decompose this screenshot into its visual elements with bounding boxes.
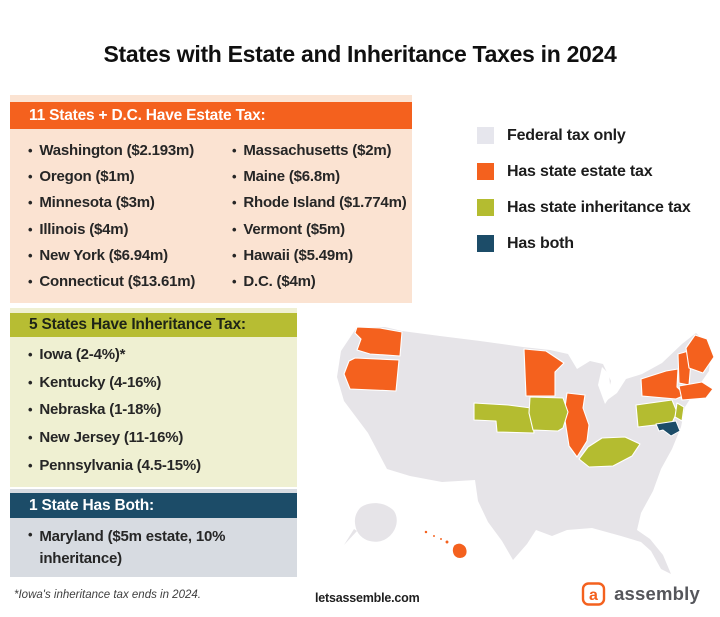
list-item: Nebraska (1-18%) xyxy=(28,396,297,424)
map-state-pennsylvania xyxy=(635,399,678,428)
map-state-hawaii xyxy=(423,529,429,535)
list-item: Maine ($6.8m) xyxy=(232,163,408,189)
brand-name: assembly xyxy=(614,583,700,604)
map-alaska-peninsula xyxy=(344,529,357,545)
website-url: letsassemble.com xyxy=(315,591,420,605)
legend-swatch-federal xyxy=(477,127,494,144)
map-state-illinois xyxy=(563,392,590,458)
legend-row: Federal tax only xyxy=(477,127,691,144)
legend-row: Has state inheritance tax xyxy=(477,199,691,216)
legend-label: Federal tax only xyxy=(507,126,626,144)
map-state-hawaii xyxy=(451,542,468,560)
list-item: Hawaii ($5.49m) xyxy=(232,242,408,268)
list-item: Minnesota ($3m) xyxy=(28,190,222,216)
footnote: *Iowa's inheritance tax ends in 2024. xyxy=(14,589,201,601)
legend-label: Has state inheritance tax xyxy=(507,198,691,216)
list-item: Massachusetts ($2m) xyxy=(232,137,408,163)
brand-logo: a assembly xyxy=(581,581,700,607)
legend-label: Has state estate tax xyxy=(507,162,653,180)
list-item: Illinois ($4m) xyxy=(28,216,222,242)
both-taxes-section: 1 State Has Both: Maryland ($5m estate, … xyxy=(10,489,297,577)
legend-label: Has both xyxy=(507,234,574,252)
list-item: Vermont ($5m) xyxy=(232,216,408,242)
list-item: Rhode Island ($1.774m) xyxy=(232,190,408,216)
list-item: Oregon ($1m) xyxy=(28,163,222,189)
assembly-logo-icon: a xyxy=(581,582,606,606)
list-item: Iowa (2-4%)* xyxy=(28,341,297,369)
map-state-maine xyxy=(685,334,715,374)
estate-tax-list: Washington ($2.193m) Oregon ($1m) Minnes… xyxy=(10,129,412,295)
list-item: Washington ($2.193m) xyxy=(28,137,222,163)
estate-tax-section: 11 States + D.C. Have Estate Tax: Washin… xyxy=(10,95,412,303)
map-state-nebraska xyxy=(473,402,535,434)
map-state-hawaii xyxy=(444,539,450,545)
map-state-washington xyxy=(354,326,403,357)
list-item: D.C. ($4m) xyxy=(232,268,408,294)
map-state-kentucky xyxy=(578,436,641,468)
list-item: Pennsylvania (4.5-15%) xyxy=(28,451,297,479)
map-state-iowa xyxy=(528,396,569,432)
svg-text:a: a xyxy=(589,587,598,604)
list-item: New Jersey (11-16%) xyxy=(28,424,297,452)
map-state-hawaii xyxy=(431,533,437,539)
inheritance-tax-header: 5 States Have Inheritance Tax: xyxy=(10,313,297,337)
map-state-alaska xyxy=(354,503,397,542)
list-item: Kentucky (4-16%) xyxy=(28,369,297,397)
us-choropleth-map xyxy=(337,326,715,574)
estate-tax-header: 11 States + D.C. Have Estate Tax: xyxy=(10,102,412,129)
legend-swatch-estate xyxy=(477,163,494,180)
map-state-oregon xyxy=(343,357,400,392)
map-base-lower48 xyxy=(337,327,711,574)
legend-row: Has both xyxy=(477,235,691,252)
both-taxes-header: 1 State Has Both: xyxy=(10,493,297,518)
map-state-maryland xyxy=(655,420,681,437)
page-title: States with Estate and Inheritance Taxes… xyxy=(103,41,617,67)
list-item: New York ($6.94m) xyxy=(28,242,222,268)
map-state-new-jersey xyxy=(674,402,685,422)
map-state-minnesota xyxy=(523,348,565,397)
map-state-mass-ct-ri xyxy=(678,381,714,401)
legend-row: Has state estate tax xyxy=(477,163,691,180)
map-state-hawaii xyxy=(438,536,444,542)
legend-swatch-inheritance xyxy=(477,199,494,216)
legend-swatch-both xyxy=(477,235,494,252)
inheritance-tax-section: 5 States Have Inheritance Tax: Iowa (2-4… xyxy=(10,308,297,487)
list-item: Connecticut ($13.61m) xyxy=(28,268,222,294)
map-legend: Federal tax only Has state estate tax Ha… xyxy=(477,127,691,271)
list-item: Maryland ($5m estate, 10% inheritance) xyxy=(28,526,297,569)
map-lake-michigan xyxy=(598,367,611,404)
